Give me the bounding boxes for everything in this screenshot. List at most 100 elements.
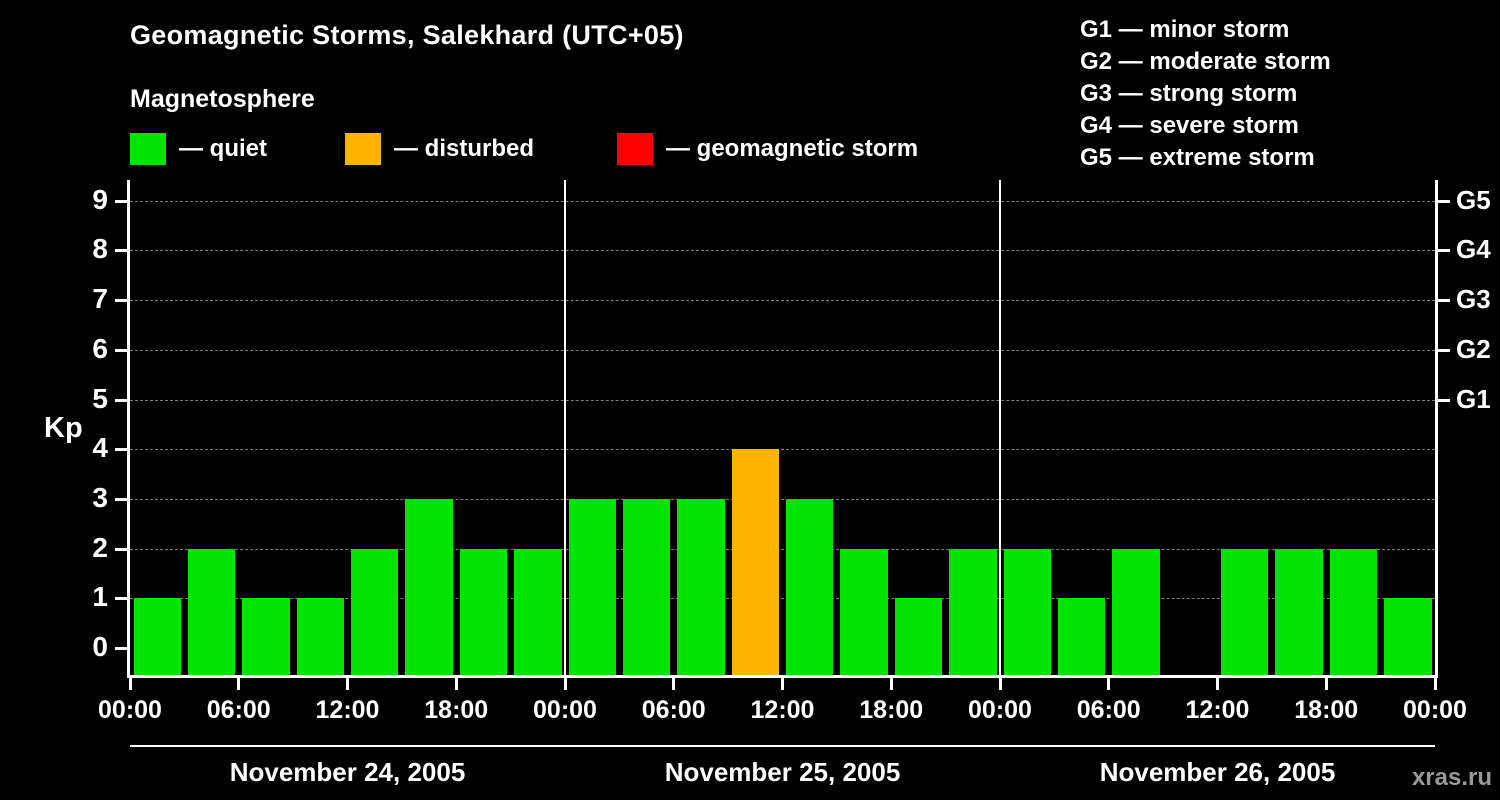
y-axis-tick <box>115 597 127 601</box>
time-tick-label: 18:00 <box>1294 696 1359 724</box>
gridline-kp-4 <box>130 449 1435 451</box>
g-scale-label: G4 <box>1456 234 1491 265</box>
y-axis-tick <box>115 199 127 203</box>
right-axis-line <box>1435 180 1438 678</box>
kp-bar <box>1329 548 1378 675</box>
kp-bar <box>786 498 834 675</box>
time-tick-label: 12:00 <box>750 696 815 724</box>
y-tick-label: 4 <box>92 432 108 464</box>
g-scale-legend: G1 — minor storm G2 — moderate storm G3 — … <box>1080 14 1331 174</box>
disturbed-color-swatch <box>345 133 381 165</box>
kp-bar <box>949 548 997 675</box>
g-axis-tick <box>1438 199 1450 203</box>
kp-bar <box>622 498 671 675</box>
y-axis-tick <box>115 249 127 253</box>
x-axis-tick <box>1107 678 1111 690</box>
date-label: November 24, 2005 <box>229 757 466 787</box>
kp-bar <box>731 449 779 675</box>
chart-title: Geomagnetic Storms, Salekhard (UTC+05) <box>130 20 684 50</box>
x-axis-tick <box>454 678 458 690</box>
y-tick-label: 9 <box>92 183 108 215</box>
g-scale-legend-item: G2 — moderate storm <box>1080 48 1331 75</box>
kp-bar <box>296 598 344 675</box>
x-axis-line <box>127 675 1438 678</box>
time-tick-label: 00:00 <box>533 696 597 724</box>
legend-label-disturbed: — disturbed <box>394 135 535 162</box>
kp-bar <box>894 598 943 675</box>
kp-bar <box>840 548 888 675</box>
x-axis-tick <box>998 678 1002 690</box>
gridline-kp-7 <box>130 300 1435 302</box>
gridline-kp-6 <box>130 349 1435 351</box>
date-axis-line <box>130 745 1435 747</box>
gridline-kp-1 <box>130 598 1435 600</box>
time-tick-label: 06:00 <box>1076 696 1141 724</box>
legend-item-disturbed: — disturbed <box>345 133 534 165</box>
kp-bar <box>1112 548 1160 675</box>
kp-bar <box>568 498 616 675</box>
x-axis-tick <box>889 678 893 690</box>
quiet-color-swatch <box>130 133 166 165</box>
g-scale-label: G3 <box>1456 284 1491 315</box>
legend-item-quiet: — quiet <box>130 133 267 165</box>
date-label: November 25, 2005 <box>664 757 901 787</box>
gridline-kp-8 <box>130 250 1435 252</box>
y-axis-title: Kp <box>44 412 83 444</box>
kp-bar <box>1057 598 1106 675</box>
y-tick-label: 1 <box>92 581 108 613</box>
y-tick-label: 2 <box>92 531 108 563</box>
x-axis-tick <box>563 678 567 690</box>
time-tick-label: 12:00 <box>315 696 380 724</box>
y-tick-label: 3 <box>92 481 108 513</box>
gridline-kp-5 <box>130 399 1435 401</box>
y-axis-line <box>127 180 130 678</box>
g-scale-label: G2 <box>1456 333 1491 364</box>
y-axis-tick <box>115 647 127 650</box>
g-axis-tick <box>1438 249 1450 253</box>
legend-label-quiet: — quiet <box>179 135 267 162</box>
time-tick-label: 06:00 <box>641 696 706 724</box>
x-axis-tick <box>781 678 784 690</box>
kp-bar <box>351 548 399 675</box>
x-axis-tick <box>1433 678 1437 690</box>
x-axis-tick <box>128 678 132 690</box>
time-tick-label: 00:00 <box>1403 696 1467 724</box>
y-axis-tick <box>115 398 127 402</box>
kp-bar <box>1275 548 1323 675</box>
g-scale-label: G1 <box>1456 383 1491 414</box>
y-axis-tick <box>115 299 127 303</box>
g-axis-tick <box>1438 348 1450 352</box>
day-separator-line <box>564 180 566 675</box>
time-tick-label: 00:00 <box>98 696 162 724</box>
time-tick-label: 18:00 <box>859 696 924 724</box>
gridline-kp-3 <box>130 498 1435 500</box>
time-tick-label: 18:00 <box>424 696 489 724</box>
x-axis-tick <box>237 678 241 690</box>
y-tick-label: 0 <box>92 631 108 662</box>
y-tick-label: 6 <box>92 332 108 364</box>
kp-bar <box>133 598 181 675</box>
x-axis-tick <box>346 678 349 690</box>
legend-label-storm: — geomagnetic storm <box>666 135 919 162</box>
time-tick-label: 06:00 <box>206 696 271 724</box>
y-axis-tick <box>115 497 127 501</box>
y-axis-tick <box>115 547 127 551</box>
day-separator-line <box>999 180 1001 675</box>
g-scale-label: G5 <box>1456 184 1491 215</box>
gridline-kp-9 <box>130 200 1435 202</box>
y-tick-label: 8 <box>92 233 108 265</box>
legend-item-storm: — geomagnetic storm <box>617 133 918 165</box>
storm-color-swatch <box>617 133 653 165</box>
g-scale-legend-item: G5 — extreme storm <box>1080 144 1315 171</box>
g-scale-legend-item: G4 — severe storm <box>1080 112 1299 139</box>
chart-subtitle: Magnetosphere <box>130 85 315 113</box>
x-axis-tick <box>1216 678 1219 690</box>
y-axis-tick <box>115 348 127 352</box>
kp-bar <box>1003 548 1051 675</box>
kp-bar <box>242 598 290 675</box>
watermark: xras.ru <box>1411 764 1492 791</box>
kp-bar <box>1221 548 1269 675</box>
y-tick-label: 7 <box>92 283 108 315</box>
kp-bar <box>405 498 453 675</box>
